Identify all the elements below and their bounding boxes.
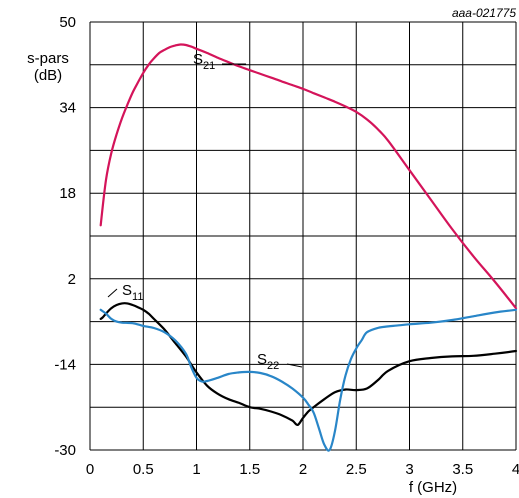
y-tick-label: 50 <box>59 14 76 31</box>
leader-line-s22 <box>286 363 303 368</box>
x-tick-label: 3 <box>405 461 413 478</box>
curve-label-s22: S22 <box>257 351 279 372</box>
curve-label-subscript: 21 <box>203 60 215 72</box>
curve-label-subscript: 11 <box>132 291 143 303</box>
figure-reference: aaa-021775 <box>452 6 516 20</box>
curve-label-main: S <box>257 351 267 368</box>
y-axis-label-line1: s-pars <box>27 50 69 67</box>
curve-label-main: S <box>122 282 132 299</box>
curve-s21 <box>99 43 518 310</box>
curve-label-s11: S11 <box>122 282 143 303</box>
grid <box>89 21 517 451</box>
curve-s22 <box>99 308 518 452</box>
x-axis-label: f (GHz) <box>409 479 457 496</box>
x-tick-label: 2.5 <box>346 461 367 478</box>
curve-s11 <box>99 302 518 427</box>
y-tick-label: 2 <box>68 271 76 288</box>
leader-line-s11 <box>107 288 118 298</box>
y-tick-label: 34 <box>59 100 76 117</box>
x-tick-label: 0 <box>86 461 94 478</box>
x-tick-label: 2 <box>299 461 307 478</box>
y-tick-label: 18 <box>59 185 76 202</box>
x-tick-label: 4 <box>512 461 519 478</box>
curves <box>99 43 518 452</box>
x-tick-label: 0.5 <box>133 461 154 478</box>
curve-label-main: S <box>193 51 203 68</box>
curve-label-subscript: 22 <box>267 360 279 372</box>
x-tick-label: 3.5 <box>452 461 473 478</box>
curve-label-s21: S21 <box>193 51 215 72</box>
tick-labels: 0 0.5 1 1.5 2 2.5 3 3.5 4 50 34 18 2 -14 -30 <box>54 14 519 478</box>
y-tick-label: -30 <box>54 442 76 459</box>
x-tick-label: 1.5 <box>239 461 260 478</box>
y-axis-label-line2: (dB) <box>34 67 62 84</box>
y-tick-label: -14 <box>54 356 76 373</box>
x-tick-label: 1 <box>192 461 200 478</box>
